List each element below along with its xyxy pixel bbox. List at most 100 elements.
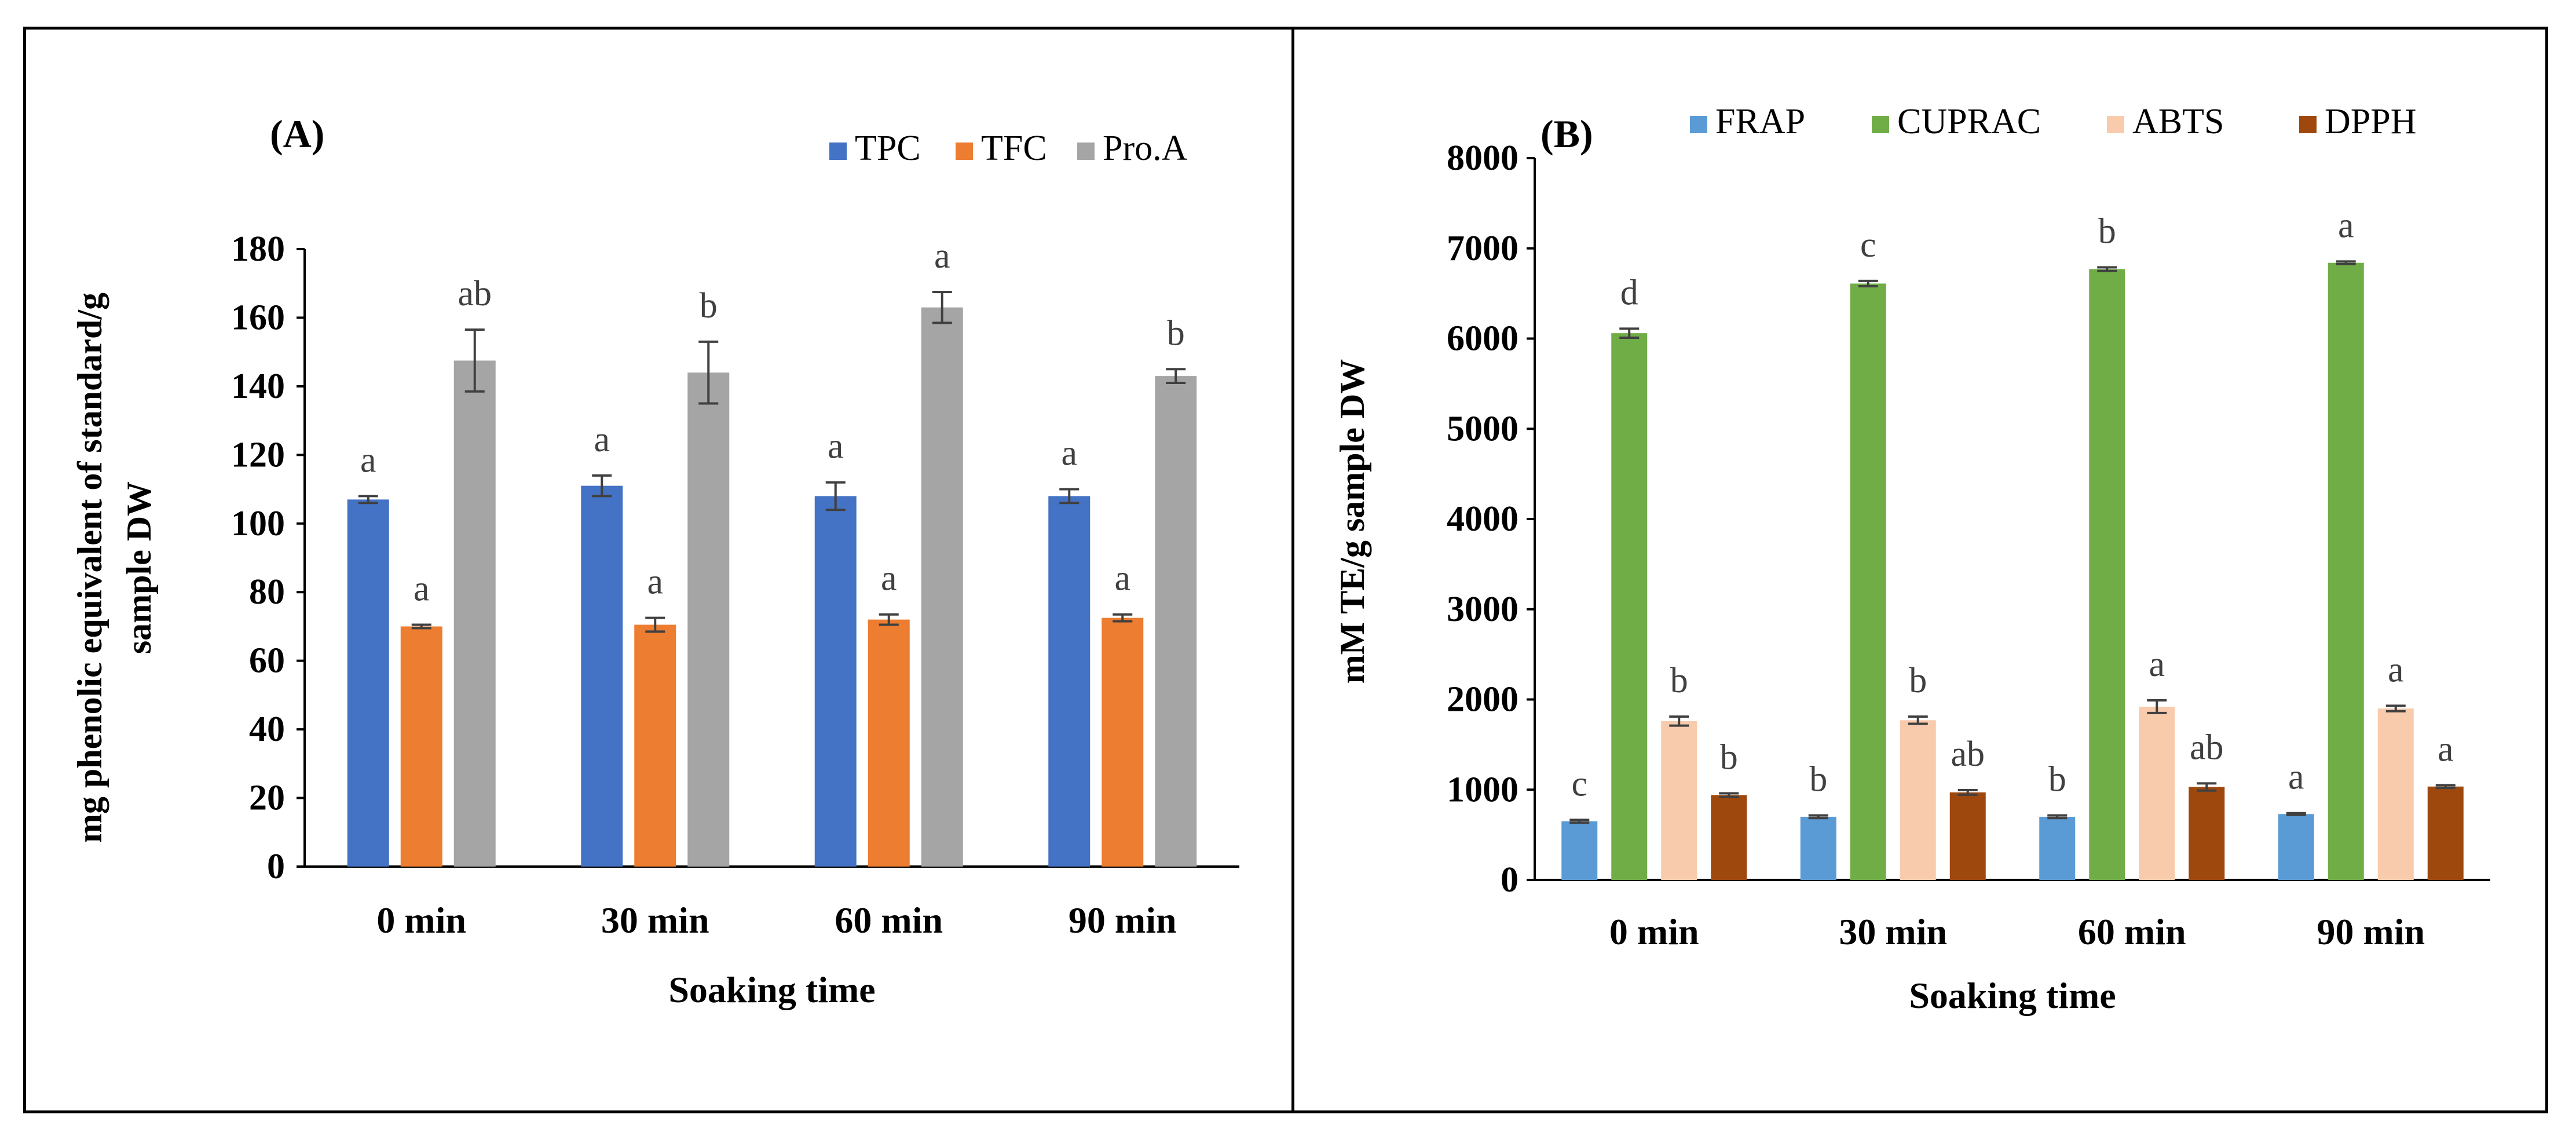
x-axis-title: Soaking time — [668, 969, 875, 1010]
legend-swatch — [1077, 142, 1095, 160]
y-tick-label: 180 — [231, 229, 285, 269]
y-tick-label: 2000 — [1447, 680, 1518, 719]
significance-letter: a — [881, 559, 897, 598]
significance-letter: a — [360, 440, 376, 480]
x-category-label: 90 min — [1069, 900, 1177, 941]
y-tick-label: 80 — [249, 572, 285, 612]
x-category-label: 60 min — [835, 900, 943, 941]
bar-proa — [687, 372, 730, 867]
significance-letter: ab — [1951, 735, 1985, 774]
y-axis-title-line1: mg phenolic equivalent of standard/g — [71, 293, 109, 843]
bar-cuprac — [1850, 283, 1886, 880]
legend-label: Pro.A — [1103, 129, 1188, 168]
x-category-label: 90 min — [2317, 911, 2425, 952]
y-tick-label: 6000 — [1447, 319, 1518, 359]
x-category-label: 30 min — [1839, 911, 1947, 952]
y-tick-label: 40 — [249, 710, 285, 749]
significance-letter: a — [1114, 559, 1130, 598]
y-tick-label: 0 — [1501, 860, 1518, 900]
bar-tfc — [868, 619, 910, 867]
legend-swatch — [1872, 116, 1889, 133]
bar-dpph — [1949, 792, 1986, 880]
significance-letter: ab — [2190, 728, 2224, 767]
significance-letter: a — [2438, 729, 2454, 769]
figure-frame — [23, 27, 2548, 1113]
x-category-label: 0 min — [1609, 911, 1699, 952]
y-tick-label: 140 — [231, 367, 285, 406]
significance-letter: a — [828, 427, 844, 466]
bar-abts — [1661, 721, 1697, 880]
significance-letter: a — [2388, 650, 2404, 689]
significance-letter: a — [2149, 645, 2165, 684]
bar-tpc — [581, 485, 623, 867]
y-tick-label: 7000 — [1447, 229, 1518, 268]
bar-abts — [2377, 708, 2414, 880]
y-axis-title: mM TE/g sample DW — [1333, 359, 1371, 684]
x-axis-title: Soaking time — [1909, 975, 2116, 1016]
y-tick-label: 3000 — [1447, 590, 1518, 629]
y-tick-label: 1000 — [1447, 770, 1518, 809]
significance-letter: a — [1061, 434, 1077, 473]
significance-letter: b — [2098, 211, 2116, 251]
legend-label: TPC — [855, 129, 921, 168]
panel-divider — [1291, 27, 1294, 1113]
bar-dpph — [2427, 786, 2464, 880]
y-tick-label: 20 — [249, 779, 285, 818]
bar-dpph — [2189, 787, 2225, 880]
legend-swatch — [956, 142, 973, 160]
bar-frap — [2278, 814, 2314, 880]
y-tick-label: 5000 — [1447, 409, 1518, 448]
bar-frap — [2039, 816, 2076, 880]
bar-tpc — [1048, 496, 1091, 867]
significance-letter: b — [1670, 661, 1688, 700]
significance-letter: a — [2288, 758, 2304, 797]
x-category-label: 30 min — [601, 900, 709, 941]
legend-label: DPPH — [2325, 102, 2417, 141]
y-axis-title-line2: sample DW — [120, 481, 158, 654]
legend-label: FRAP — [1715, 102, 1805, 141]
legend-swatch — [1690, 116, 1707, 133]
bar-tpc — [347, 499, 389, 867]
legend-label: TFC — [981, 129, 1047, 168]
legend-swatch — [2299, 116, 2317, 133]
significance-letter: b — [700, 286, 718, 326]
significance-letter: b — [1720, 737, 1738, 777]
y-tick-label: 4000 — [1447, 499, 1518, 539]
y-tick-label: 100 — [231, 504, 285, 543]
significance-letter: c — [1860, 225, 1876, 265]
significance-letter: a — [647, 562, 663, 602]
bar-frap — [1561, 821, 1598, 880]
y-tick-label: 160 — [231, 298, 285, 337]
significance-letter: ab — [458, 274, 492, 313]
x-category-label: 60 min — [2078, 911, 2186, 952]
legend-label: CUPRAC — [1897, 102, 2041, 141]
y-tick-label: 0 — [267, 847, 285, 886]
bar-tfc — [1102, 618, 1144, 867]
panel-label: (A) — [270, 112, 324, 156]
significance-letter: b — [1167, 313, 1185, 353]
y-tick-label: 60 — [249, 641, 285, 681]
bar-tfc — [634, 624, 676, 867]
bar-proa — [921, 307, 963, 867]
significance-letter: c — [1571, 764, 1587, 803]
y-tick-label: 8000 — [1447, 138, 1518, 178]
significance-letter: b — [2048, 760, 2066, 799]
significance-letter: a — [414, 569, 430, 608]
significance-letter: a — [934, 236, 950, 276]
significance-letter: b — [1909, 661, 1927, 700]
bar-cuprac — [1611, 333, 1648, 880]
y-tick-label: 120 — [231, 435, 285, 474]
significance-letter: a — [2338, 206, 2354, 245]
bar-abts — [2139, 706, 2175, 880]
legend-swatch — [2107, 116, 2124, 133]
panel-label: (B) — [1541, 112, 1593, 156]
significance-letter: a — [594, 420, 610, 459]
bar-dpph — [1711, 795, 1747, 880]
bar-tpc — [814, 496, 857, 867]
x-category-label: 0 min — [376, 900, 466, 941]
bar-frap — [1800, 816, 1836, 880]
legend-label: ABTS — [2132, 102, 2224, 141]
